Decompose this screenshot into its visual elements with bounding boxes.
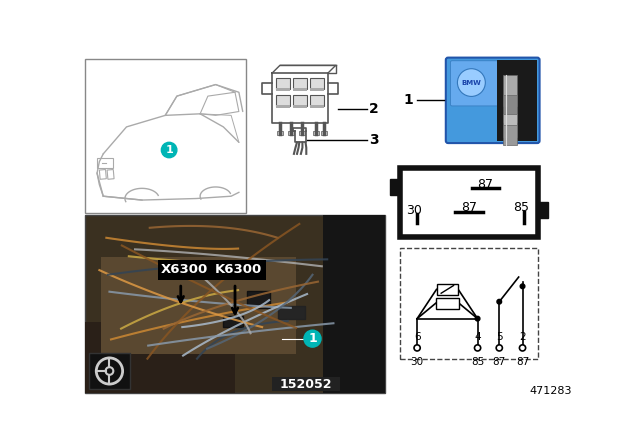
Circle shape [304,330,321,347]
FancyBboxPatch shape [446,58,540,143]
Circle shape [497,299,502,304]
Text: 471283: 471283 [530,387,572,396]
Bar [390,179,400,195]
Bar [310,95,324,106]
Circle shape [496,345,502,351]
Bar [276,78,290,89]
Bar [504,75,517,106]
Bar [101,257,296,354]
Bar [85,215,385,392]
Bar [107,169,114,179]
Bar [99,169,106,179]
Circle shape [520,345,525,351]
Bar [293,104,307,108]
Text: 87: 87 [493,357,506,367]
Bar [504,95,517,121]
Text: 5: 5 [496,332,502,342]
Bar [97,159,113,168]
Circle shape [414,345,420,351]
Text: 30: 30 [411,357,424,367]
Text: 85: 85 [471,357,484,367]
Bar [310,78,324,89]
Text: 3: 3 [369,133,379,147]
Bar [504,125,517,145]
Text: 87: 87 [477,178,493,191]
Bar [277,131,283,135]
Bar [538,202,548,218]
Bar [293,78,307,89]
Bar [85,59,246,213]
Bar [272,377,340,391]
Text: 152052: 152052 [280,378,333,391]
Bar [310,104,324,108]
Bar [321,131,327,135]
Bar [276,104,290,108]
Bar [293,95,307,106]
FancyBboxPatch shape [451,61,535,106]
Text: X6300: X6300 [161,263,208,276]
Bar [497,60,537,141]
Bar [276,95,290,106]
Bar [293,88,307,91]
Bar [90,353,129,389]
Text: 85: 85 [513,201,529,214]
Bar [278,306,305,319]
Text: 1: 1 [403,93,413,107]
Text: 1: 1 [165,145,173,155]
Text: 87: 87 [516,357,529,367]
Bar [313,131,319,135]
Text: BMW: BMW [461,80,481,86]
Text: 6: 6 [414,332,420,342]
Bar [504,114,517,137]
Bar [400,248,538,359]
Bar [436,298,459,309]
Bar [288,131,294,135]
Text: 30: 30 [406,203,422,216]
Text: 2: 2 [519,332,526,342]
Bar [223,315,243,327]
Bar [323,215,385,392]
Circle shape [458,69,485,96]
Bar [436,284,458,295]
Circle shape [161,142,177,158]
Bar [276,88,290,91]
Text: 1: 1 [308,332,317,345]
Circle shape [474,345,481,351]
Circle shape [476,316,480,321]
Bar [400,168,538,237]
Bar [246,291,270,308]
Text: 2: 2 [369,102,379,116]
Bar [298,131,305,135]
Bar [310,88,324,91]
Circle shape [520,284,525,289]
Bar [85,322,236,392]
Text: 87: 87 [461,201,477,214]
Text: K6300: K6300 [215,263,262,276]
Text: 4: 4 [474,332,481,342]
